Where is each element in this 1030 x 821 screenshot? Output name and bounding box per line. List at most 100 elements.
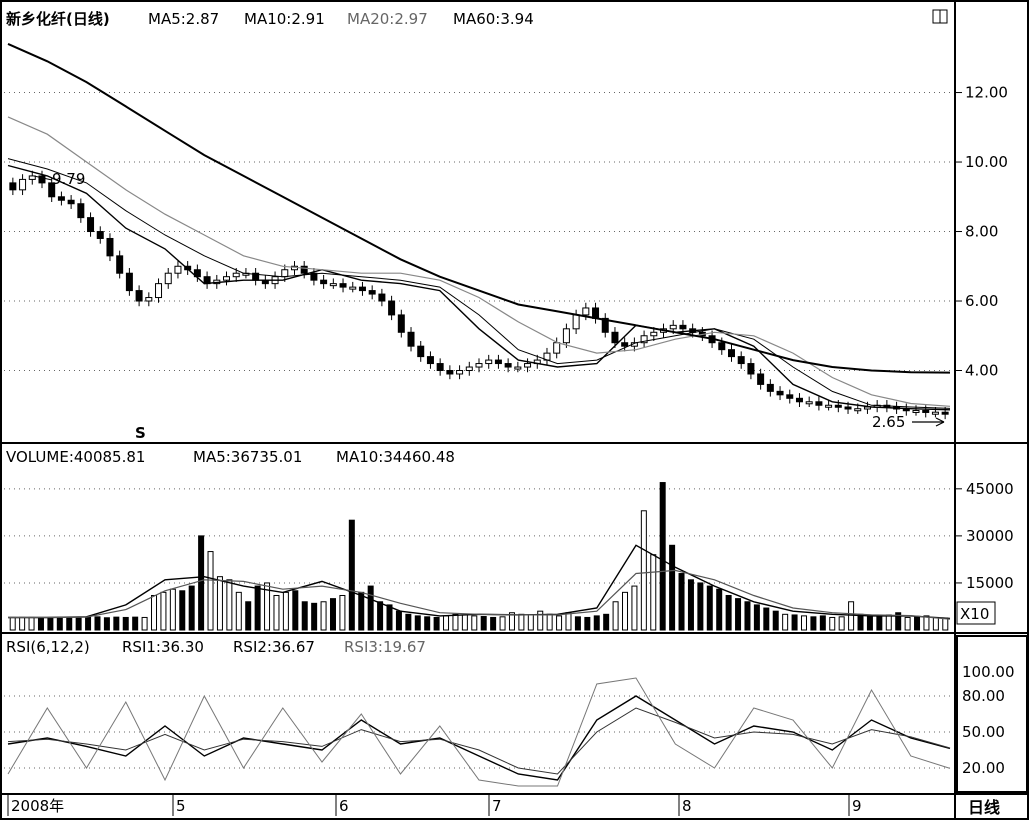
volume-bar — [405, 613, 412, 631]
rsi-title: RSI(6,12,2) — [6, 638, 90, 656]
candle-body — [611, 331, 619, 344]
volume-bar — [518, 613, 525, 631]
candle-body — [912, 409, 920, 413]
candle-body — [28, 175, 36, 180]
candle-body — [388, 300, 396, 316]
volume-bar — [94, 616, 101, 631]
rsi-lines — [7, 677, 951, 787]
high-price-pointer — [33, 175, 53, 181]
volume-bar — [895, 612, 902, 631]
volume-bar — [706, 585, 713, 631]
rsi-tick-label: 50.00 — [962, 723, 1005, 741]
volume-bar — [443, 615, 450, 631]
candle-body — [48, 182, 56, 198]
volume-bar — [320, 601, 327, 631]
candle-body — [310, 272, 318, 281]
price-tick-label: 12.00 — [965, 84, 1008, 102]
rsi2-line — [7, 707, 951, 775]
volume-bar — [377, 601, 384, 631]
candle-body — [77, 203, 85, 219]
volume-bar — [424, 616, 431, 631]
rsi-tick-label: 20.00 — [962, 759, 1005, 777]
volume-bar — [763, 607, 770, 631]
volume-bar — [669, 544, 676, 631]
candle-body — [329, 283, 337, 287]
volume-bar — [753, 604, 760, 631]
candle-body — [96, 231, 104, 239]
candle-body — [465, 366, 473, 372]
volume-bar — [301, 601, 308, 631]
candle-body — [145, 297, 153, 302]
volume-bar — [923, 615, 930, 631]
volume-bar — [631, 585, 638, 631]
candle-body — [300, 265, 308, 274]
volume-bars — [9, 482, 949, 631]
candle-body — [368, 290, 376, 295]
volume-bar — [716, 588, 723, 631]
volume-bar — [829, 616, 836, 631]
candle-body — [718, 342, 726, 351]
rsi-tick-label: 80.00 — [962, 687, 1005, 705]
volume-bar — [819, 615, 826, 631]
candle-body — [640, 335, 648, 344]
rsi2-label: RSI2:36.67 — [233, 638, 315, 656]
ma20-label: MA20:2.97 — [347, 10, 428, 28]
moving-average-lines — [7, 42, 951, 411]
candle-body — [397, 314, 405, 333]
volume-bar — [876, 616, 883, 631]
volume-bar — [565, 612, 572, 631]
volume-bar — [527, 614, 534, 631]
candle-body — [747, 363, 755, 375]
candle-body — [815, 401, 823, 406]
volume-ma10-line — [8, 569, 951, 620]
candle-body — [174, 265, 182, 274]
time-axis-ticks: 2008年 5 6 7 8 9 — [7, 794, 862, 816]
high-price-label: 9.79 — [52, 170, 85, 188]
price-tick-label: 10.00 — [965, 153, 1008, 171]
candle-body — [669, 324, 677, 330]
rsi1-label: RSI1:36.30 — [122, 638, 204, 656]
candle-body — [446, 370, 454, 375]
volume-bar — [56, 617, 63, 631]
candle-body — [572, 314, 580, 330]
candle-body — [825, 404, 833, 408]
price-tick-label: 6.00 — [965, 292, 998, 310]
candle-body — [854, 408, 862, 412]
volume-bar — [772, 610, 779, 631]
time-tick-label: 8 — [682, 797, 692, 815]
volume-bar — [603, 613, 610, 631]
volume-bar — [28, 616, 35, 631]
volume-ma10-label: MA10:34460.48 — [336, 448, 455, 466]
time-tick-label: 5 — [176, 797, 186, 815]
volume-header: VOLUME:40085.81 MA5:36735.01 MA10:34460.… — [6, 448, 455, 466]
candle-body — [116, 255, 124, 274]
candle-body — [737, 356, 745, 365]
ma10-line — [7, 158, 951, 409]
candle-body — [757, 373, 765, 385]
candle-body — [223, 276, 231, 281]
volume-bar — [311, 602, 318, 631]
volume-bar — [866, 615, 873, 631]
volume-bar — [151, 594, 158, 631]
volume-bar — [678, 573, 685, 631]
volume-bar — [697, 582, 704, 631]
candle-body — [931, 411, 939, 415]
candle-body — [232, 272, 240, 278]
candle-body — [475, 363, 483, 368]
candle-body — [727, 349, 735, 358]
ma60-line — [7, 42, 951, 374]
candle-body — [494, 359, 502, 365]
volume-bar — [904, 616, 911, 631]
rsi3-line — [7, 677, 951, 787]
volume-bar — [546, 613, 553, 631]
price-tick-label: 4.00 — [965, 362, 998, 380]
candle-body — [922, 409, 930, 413]
volume-bar — [85, 616, 92, 631]
volume-bar — [47, 617, 54, 631]
candle-body — [9, 182, 17, 191]
volume-bar — [188, 585, 195, 631]
rsi1-line — [7, 695, 951, 781]
volume-bar — [9, 616, 16, 631]
volume-bar — [914, 616, 921, 631]
